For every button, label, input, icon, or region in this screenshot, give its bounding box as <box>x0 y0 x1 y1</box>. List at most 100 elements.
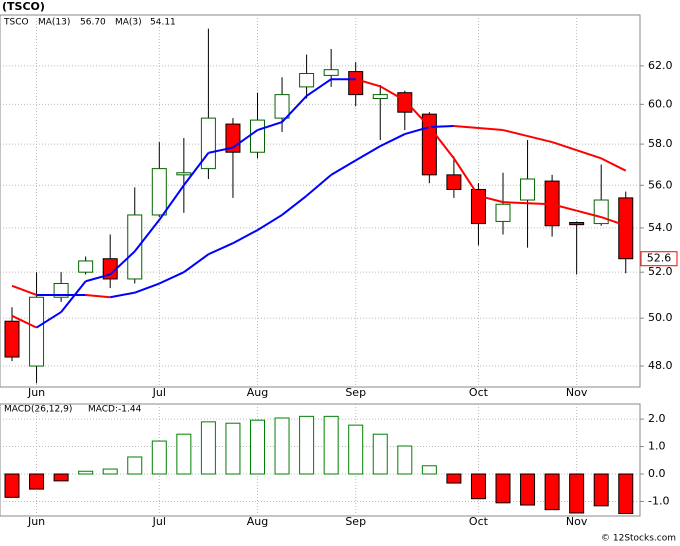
macd-bar <box>78 470 94 475</box>
ma-line <box>110 291 135 299</box>
macd-bar <box>372 433 388 475</box>
ma-line <box>600 157 627 172</box>
ma-line <box>478 127 504 132</box>
ma-line <box>60 280 87 313</box>
macd-panel <box>0 403 641 517</box>
ma-line <box>404 126 430 136</box>
macd-bar <box>102 468 118 475</box>
ma-line <box>502 129 528 138</box>
ma-line <box>11 314 37 329</box>
ma-line <box>478 194 504 204</box>
x-tick-label: Sep <box>345 386 366 399</box>
y-tick-label: 58.0 <box>648 137 673 150</box>
candle-body <box>200 117 216 170</box>
y-tick-label: -1.0 <box>648 494 669 507</box>
candle-body <box>593 199 609 225</box>
y-tick-label: 48.0 <box>648 359 673 372</box>
candle-body <box>250 119 265 153</box>
ma-line <box>85 273 111 283</box>
ma-line <box>429 125 454 129</box>
candle-body <box>299 72 315 88</box>
ma-line <box>232 229 258 245</box>
x-tick-label: Jun <box>27 386 45 399</box>
ma-line <box>183 253 209 273</box>
macd-bar <box>127 456 143 475</box>
candle-body <box>618 197 634 260</box>
ma-line <box>36 311 62 329</box>
candle-body <box>495 203 511 222</box>
candle-body <box>520 178 536 201</box>
ma-line <box>232 129 259 149</box>
candle-body <box>323 69 339 76</box>
chart-title: (TSCO) <box>2 0 45 13</box>
macd-bar <box>593 473 609 507</box>
macd-bar <box>299 415 315 475</box>
last-price: 52.6 <box>647 252 672 265</box>
ma-line <box>404 99 431 128</box>
ma-line <box>305 174 332 197</box>
legend-entry: MA(3) <box>115 18 142 28</box>
x-tick-label: Aug <box>247 515 268 528</box>
x-tick-label: Nov <box>566 386 588 399</box>
ma-line <box>355 145 381 162</box>
macd-bar <box>274 417 290 475</box>
ma-line <box>183 152 210 186</box>
x-tick-label: Oct <box>469 515 489 528</box>
candle-body <box>397 92 413 113</box>
ma-line <box>158 184 185 221</box>
macd-bar <box>53 473 69 482</box>
candle-body <box>78 260 94 273</box>
ma-line <box>527 202 553 206</box>
candle-body <box>29 296 45 367</box>
candle-body <box>470 188 486 225</box>
ma-line <box>330 159 357 176</box>
ma-line <box>306 78 332 97</box>
candle-body <box>446 174 462 190</box>
macd-bar <box>569 473 585 514</box>
x-tick-label: Nov <box>566 515 588 528</box>
macd-bar <box>470 473 486 500</box>
footer: © 12Stocks.com <box>601 534 676 544</box>
ma-line <box>257 121 283 131</box>
ma-line <box>551 203 577 212</box>
ma-line <box>207 242 234 256</box>
x-tick-label: Jun <box>27 515 45 528</box>
ma-line <box>453 125 479 130</box>
y-tick-label: 1.0 <box>648 440 666 453</box>
candle-body <box>176 172 192 176</box>
symbol: TSCO <box>3 18 29 28</box>
last-price-box <box>640 251 678 267</box>
ma-line <box>109 250 136 276</box>
macd-bar <box>250 419 265 475</box>
ma-line <box>133 219 161 253</box>
candle-body <box>53 283 69 298</box>
y-tick-label: 50.0 <box>648 311 673 324</box>
macd-bar <box>176 433 192 475</box>
price-panel <box>0 14 641 388</box>
ma-line <box>355 78 381 88</box>
macd-bar <box>618 473 634 515</box>
ma-line <box>551 141 577 152</box>
ma-line <box>576 149 602 160</box>
legend-value: 54.11 <box>150 18 176 28</box>
ma-line <box>576 209 602 219</box>
macd-bar <box>421 465 437 475</box>
macd-title: MACD(26,12,9) <box>4 405 72 415</box>
y-tick-label: 62.0 <box>648 59 673 72</box>
macd-bar <box>151 440 167 475</box>
candle-body <box>372 94 388 100</box>
candle-body <box>151 168 167 216</box>
y-tick-label: 2.0 <box>648 412 666 425</box>
candle-body <box>127 214 143 280</box>
macd-bar <box>200 421 216 475</box>
candle-body <box>4 320 20 358</box>
macd-bar <box>323 415 339 475</box>
macd-bar <box>520 473 536 506</box>
ma-line <box>502 201 528 205</box>
x-tick-label: Aug <box>247 386 268 399</box>
y-tick-label: 56.0 <box>648 178 673 191</box>
ma-line <box>281 95 308 123</box>
macd-bar <box>544 473 560 511</box>
ma-line <box>527 135 553 144</box>
candle-body <box>274 94 290 119</box>
